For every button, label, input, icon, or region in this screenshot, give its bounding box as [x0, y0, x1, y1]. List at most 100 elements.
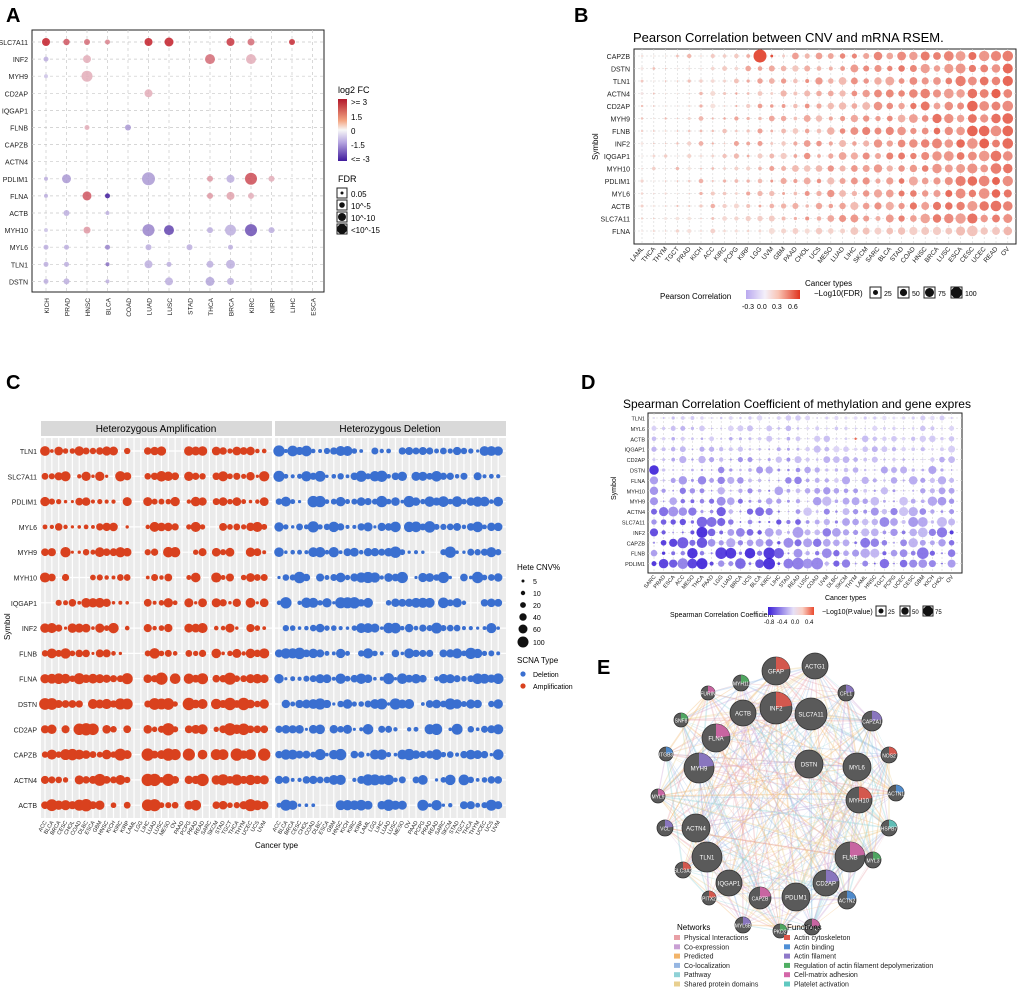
- d-dot: [918, 559, 928, 568]
- d-dot: [672, 468, 675, 472]
- b-dot: [664, 117, 667, 120]
- node-function-wedge: [780, 924, 787, 931]
- c-amp-dot: [40, 775, 50, 784]
- c-amp-dot: [122, 750, 132, 760]
- d-dot: [917, 547, 929, 559]
- d-dot: [890, 507, 898, 516]
- e-edge: [695, 713, 812, 829]
- c-amp-dot: [89, 447, 97, 455]
- e-edge: [698, 713, 812, 769]
- a-dot: [64, 261, 69, 267]
- b-dot: [746, 129, 750, 133]
- node-label: NOS2: [882, 754, 896, 760]
- c-amp-dot: [192, 472, 200, 480]
- e-networks-title: Networks: [677, 923, 710, 932]
- b-dot: [910, 102, 917, 110]
- c-del-dot: [431, 470, 442, 482]
- b-dot: [699, 104, 703, 108]
- network-node: CD2AP: [812, 869, 840, 897]
- d-dot: [697, 476, 707, 485]
- d-dot: [768, 479, 771, 482]
- c-facet-strip-amplification: [41, 421, 272, 436]
- b-dot: [851, 165, 858, 172]
- c-del-dot: [493, 446, 503, 456]
- b-gene-label: IQGAP1: [604, 154, 630, 161]
- d-dot: [940, 510, 944, 513]
- c-amp-dot: [95, 649, 104, 658]
- c-del-dot: [496, 626, 500, 630]
- c-amp-dot: [143, 447, 152, 455]
- node-circle: [729, 699, 757, 727]
- c-del-dot: [494, 598, 503, 607]
- node-function-wedge: [826, 870, 839, 883]
- c-del-dot: [440, 624, 447, 632]
- d-dot: [689, 539, 696, 546]
- e-edge: [657, 766, 858, 797]
- b-dot: [875, 178, 881, 184]
- d-dot: [678, 507, 688, 516]
- b-dot: [781, 166, 787, 171]
- c-amp-dot: [63, 600, 69, 606]
- c-del-dot: [280, 597, 292, 609]
- c-amp-dot: [104, 499, 109, 504]
- b-dot: [675, 166, 680, 171]
- e-edge: [706, 799, 860, 858]
- d-dot: [690, 530, 695, 535]
- b-dot: [980, 214, 988, 223]
- b-dot: [735, 92, 738, 95]
- c-amp-dot: [252, 800, 263, 811]
- c-del-dot: [316, 776, 324, 784]
- c-del-dot: [447, 448, 453, 454]
- c-del-dot: [317, 600, 323, 606]
- c-amp-dot: [158, 625, 165, 631]
- b-dot: [687, 53, 692, 59]
- d-dot: [825, 468, 829, 472]
- b-dot: [885, 214, 894, 223]
- d-dot: [823, 518, 830, 526]
- c-del-dot: [411, 673, 421, 684]
- c-del-dot: [391, 649, 400, 658]
- b-dot: [710, 228, 716, 234]
- d-dot: [755, 507, 765, 517]
- d-dot: [872, 436, 878, 442]
- b-dot: [746, 79, 750, 83]
- c-del-dot: [446, 649, 455, 658]
- d-dot: [718, 540, 724, 546]
- e-edge: [728, 763, 810, 884]
- c-del-dot: [274, 547, 284, 557]
- c-amp-dot: [45, 698, 58, 710]
- network-node: HSPB7: [880, 819, 897, 837]
- b-dot: [921, 77, 929, 85]
- b-dot: [1003, 163, 1013, 174]
- c-del-dot: [390, 622, 401, 634]
- d-dot: [729, 468, 733, 472]
- b-dot: [979, 89, 989, 98]
- d-dot: [699, 446, 705, 452]
- d-dot: [787, 510, 790, 513]
- d-dot: [726, 538, 736, 548]
- c-del-dot: [487, 574, 495, 581]
- c-del-dot: [364, 700, 372, 708]
- c-del-dot: [495, 549, 502, 556]
- d-dot: [901, 447, 906, 452]
- d-dot: [843, 446, 849, 453]
- c-del-dot: [293, 647, 306, 660]
- c-del-dot: [412, 447, 420, 455]
- b-dot: [711, 217, 715, 220]
- c-del-dot: [362, 648, 374, 659]
- b-dot: [967, 100, 978, 112]
- b-dot: [652, 166, 656, 171]
- b-dot: [886, 152, 894, 160]
- c-del-dot: [403, 495, 415, 508]
- b-dot: [909, 139, 918, 148]
- c-del-dot: [335, 648, 346, 659]
- e-edge: [708, 665, 816, 899]
- b-dot: [862, 89, 870, 98]
- d-dot: [746, 539, 754, 547]
- b-dot: [933, 189, 941, 198]
- e-edge: [706, 856, 781, 932]
- b-dot: [676, 80, 679, 82]
- c-amp-dot: [81, 623, 91, 633]
- d-dot: [862, 498, 868, 504]
- c-del-dot: [440, 751, 447, 758]
